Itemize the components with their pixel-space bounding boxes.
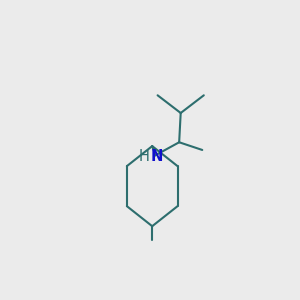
Text: N: N <box>151 149 163 164</box>
Text: H: H <box>139 149 150 164</box>
